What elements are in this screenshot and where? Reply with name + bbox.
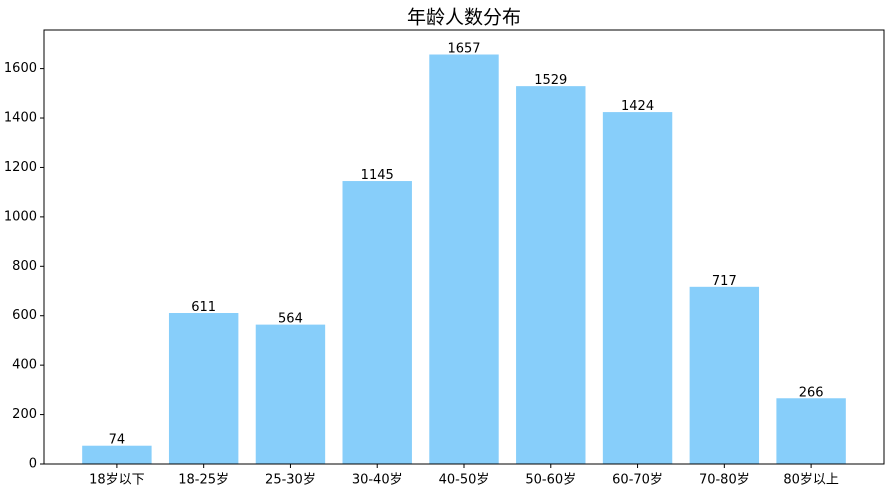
bar	[689, 286, 760, 464]
value-label: 266	[799, 385, 824, 400]
x-tick-label: 60-70岁	[612, 473, 663, 488]
chart-title: 年龄人数分布	[407, 7, 521, 29]
value-label: 717	[712, 274, 737, 289]
bar	[776, 398, 846, 464]
bar	[82, 445, 152, 464]
x-tick-label: 70-80岁	[699, 473, 750, 488]
bar	[342, 181, 412, 465]
bar	[602, 112, 673, 465]
bar	[429, 54, 499, 464]
y-tick-label: 1600	[4, 61, 37, 76]
value-label: 1145	[361, 168, 394, 183]
y-tick-label: 0	[29, 457, 37, 472]
bar	[255, 324, 326, 464]
value-label: 1424	[621, 99, 654, 114]
y-tick-label: 800	[12, 259, 37, 274]
value-label: 1657	[447, 42, 480, 57]
bar	[516, 86, 586, 464]
value-label: 1529	[534, 73, 567, 88]
x-tick-label: 50-60岁	[525, 473, 576, 488]
value-label: 74	[109, 433, 126, 448]
y-tick-label: 1000	[4, 209, 37, 224]
x-tick-label: 18岁以下	[89, 473, 145, 488]
x-tick-label: 40-50岁	[439, 473, 490, 488]
y-tick-label: 1400	[4, 111, 37, 126]
y-tick-label: 600	[12, 308, 37, 323]
x-tick-label: 18-25岁	[178, 473, 229, 488]
plot-frame	[43, 29, 885, 465]
value-label: 611	[191, 300, 216, 315]
y-tick-label: 200	[12, 407, 37, 422]
x-tick-label: 25-30岁	[265, 473, 316, 488]
value-label: 564	[278, 312, 303, 327]
y-tick-label: 1200	[4, 160, 37, 175]
x-tick-label: 30-40岁	[352, 473, 403, 488]
bar	[168, 313, 239, 464]
y-tick-label: 400	[12, 358, 37, 373]
x-tick-label: 80岁以上	[783, 473, 839, 488]
